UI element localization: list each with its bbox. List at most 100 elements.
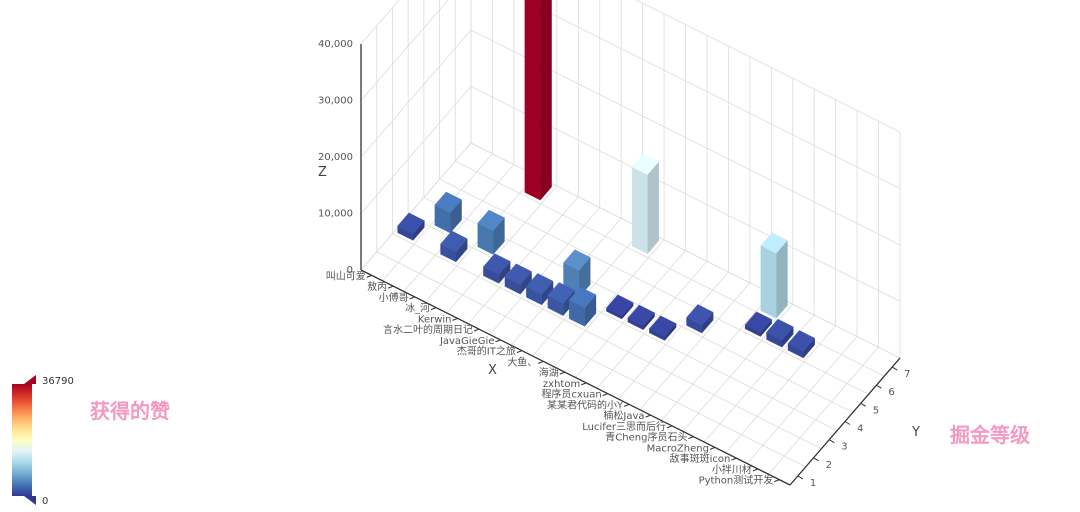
bar[interactable]: [631, 153, 660, 255]
x-tick-label: 楠松Java: [603, 409, 644, 422]
x-tick-label: 敖丙: [367, 280, 387, 293]
visual-map-bottom-handle[interactable]: [24, 496, 36, 505]
x-tick-mark: [538, 360, 544, 364]
bar[interactable]: [440, 230, 468, 263]
grid-line: [596, 260, 708, 389]
x-tick-mark: [752, 468, 759, 472]
x-tick-mark: [774, 479, 780, 483]
bar[interactable]: [606, 294, 634, 320]
bar-face-top: [483, 253, 511, 275]
bar-face-top: [631, 153, 660, 175]
grid-line: [360, 29, 901, 246]
bar[interactable]: [483, 253, 511, 284]
bar[interactable]: [627, 304, 655, 331]
z-tick-label: 0: [347, 265, 353, 276]
x-tick-mark: [666, 425, 673, 429]
bar-face-front: [647, 161, 659, 255]
x-axis-name: X: [488, 363, 497, 378]
x-tick-label: Lucifer三思而后行: [582, 420, 666, 433]
bar[interactable]: [524, 0, 552, 201]
x-tick-label: 言水二叶的周期日记: [383, 323, 473, 336]
x-axis-line: [360, 269, 791, 486]
x-tick-label: 某某君代码的小Y: [547, 398, 624, 411]
bar-face-top: [627, 304, 655, 326]
bar[interactable]: [686, 304, 714, 334]
x-tick-mark: [495, 339, 501, 343]
bar-face-top: [477, 209, 505, 231]
bar[interactable]: [434, 191, 462, 234]
z-tick-label: 20,000: [318, 152, 353, 163]
bar-face-side: [524, 0, 541, 201]
bar-face-top: [547, 282, 575, 304]
visual-map[interactable]: 36790 0: [12, 375, 74, 507]
x-tick-label: 冰_河: [405, 302, 430, 315]
x-tick-label: zxhtom: [543, 379, 580, 390]
y-tick-mark: [876, 384, 882, 389]
z-tick-label: 10,000: [318, 209, 353, 220]
x-tick-label: 程序员cxuan: [541, 388, 601, 401]
bar-face-front: [776, 239, 788, 319]
bar-face-top: [744, 311, 773, 333]
y-tick-mark: [891, 366, 898, 371]
z-tick-label: 30,000: [318, 96, 353, 107]
y-tick-label: 4: [857, 424, 863, 435]
tick-labels: 0 10,000 20,000 30,000 40,000 叫山可爱敖丙小傅哥冰_河Ker…: [318, 39, 911, 489]
bar-face-top: [568, 286, 597, 308]
bar-face-top: [526, 273, 554, 295]
y-axis-name: Y: [911, 425, 920, 440]
grid-line: [660, 293, 772, 421]
bar-face-top: [440, 230, 468, 252]
bar[interactable]: [766, 318, 794, 348]
bar[interactable]: [526, 273, 554, 306]
x-tick-label: 小傅哥: [379, 291, 409, 304]
bar[interactable]: [504, 263, 532, 295]
bar[interactable]: [397, 212, 425, 241]
bar-face-top: [649, 315, 677, 337]
grid-line: [553, 239, 665, 368]
x-tick-label: Python测试开发: [699, 474, 774, 487]
x-tick-mark: [452, 317, 458, 321]
bar[interactable]: [787, 330, 815, 359]
x-tick-mark: [473, 328, 480, 332]
y-tick-label: 7: [904, 369, 910, 380]
grid-line: [618, 271, 729, 400]
x-tick-mark: [409, 296, 415, 300]
bar[interactable]: [568, 286, 597, 327]
bar-face-top: [760, 232, 788, 254]
x-tick-label: 小拌川材: [712, 463, 752, 476]
bar[interactable]: [547, 282, 575, 317]
x-tick-mark: [688, 436, 694, 440]
y-tick-mark: [844, 421, 851, 425]
bar[interactable]: [744, 311, 773, 337]
x-tick-mark: [731, 457, 737, 461]
bar-face-side: [760, 245, 777, 319]
y-tick-mark: [829, 439, 835, 444]
bar-face-top: [397, 212, 425, 234]
bar-face-top: [563, 249, 591, 271]
grid-line: [746, 336, 858, 464]
bar[interactable]: [760, 232, 788, 319]
x-tick-mark: [387, 285, 394, 289]
bars: [397, 0, 815, 359]
x-tick-label: 杰哥的IT之旅: [457, 345, 516, 358]
grid-line: [376, 251, 806, 468]
x-tick-label: 青Cheng序员石头: [605, 431, 687, 444]
grid-line: [575, 250, 686, 378]
visual-map-top-handle[interactable]: [24, 375, 36, 384]
x-tick-mark: [709, 446, 716, 450]
visual-map-max-label: 36790: [42, 376, 74, 387]
x-tick-label: MacroZheng: [647, 443, 709, 454]
x-tick-mark: [581, 382, 587, 386]
y-tick-label: 1: [810, 478, 816, 489]
x-tick-label: 敌事斑斑icon: [670, 452, 731, 465]
x-tick-mark: [430, 307, 437, 311]
grid-line: [768, 346, 879, 475]
left-annotation: 获得的赞: [90, 399, 170, 423]
bar[interactable]: [649, 315, 677, 341]
bar-face-top: [606, 294, 634, 316]
x-tick-label: 叫山可爱: [326, 269, 366, 282]
visual-map-bar: [12, 384, 32, 496]
bar[interactable]: [477, 209, 505, 255]
right-annotation: 掘金等级: [950, 423, 1030, 447]
